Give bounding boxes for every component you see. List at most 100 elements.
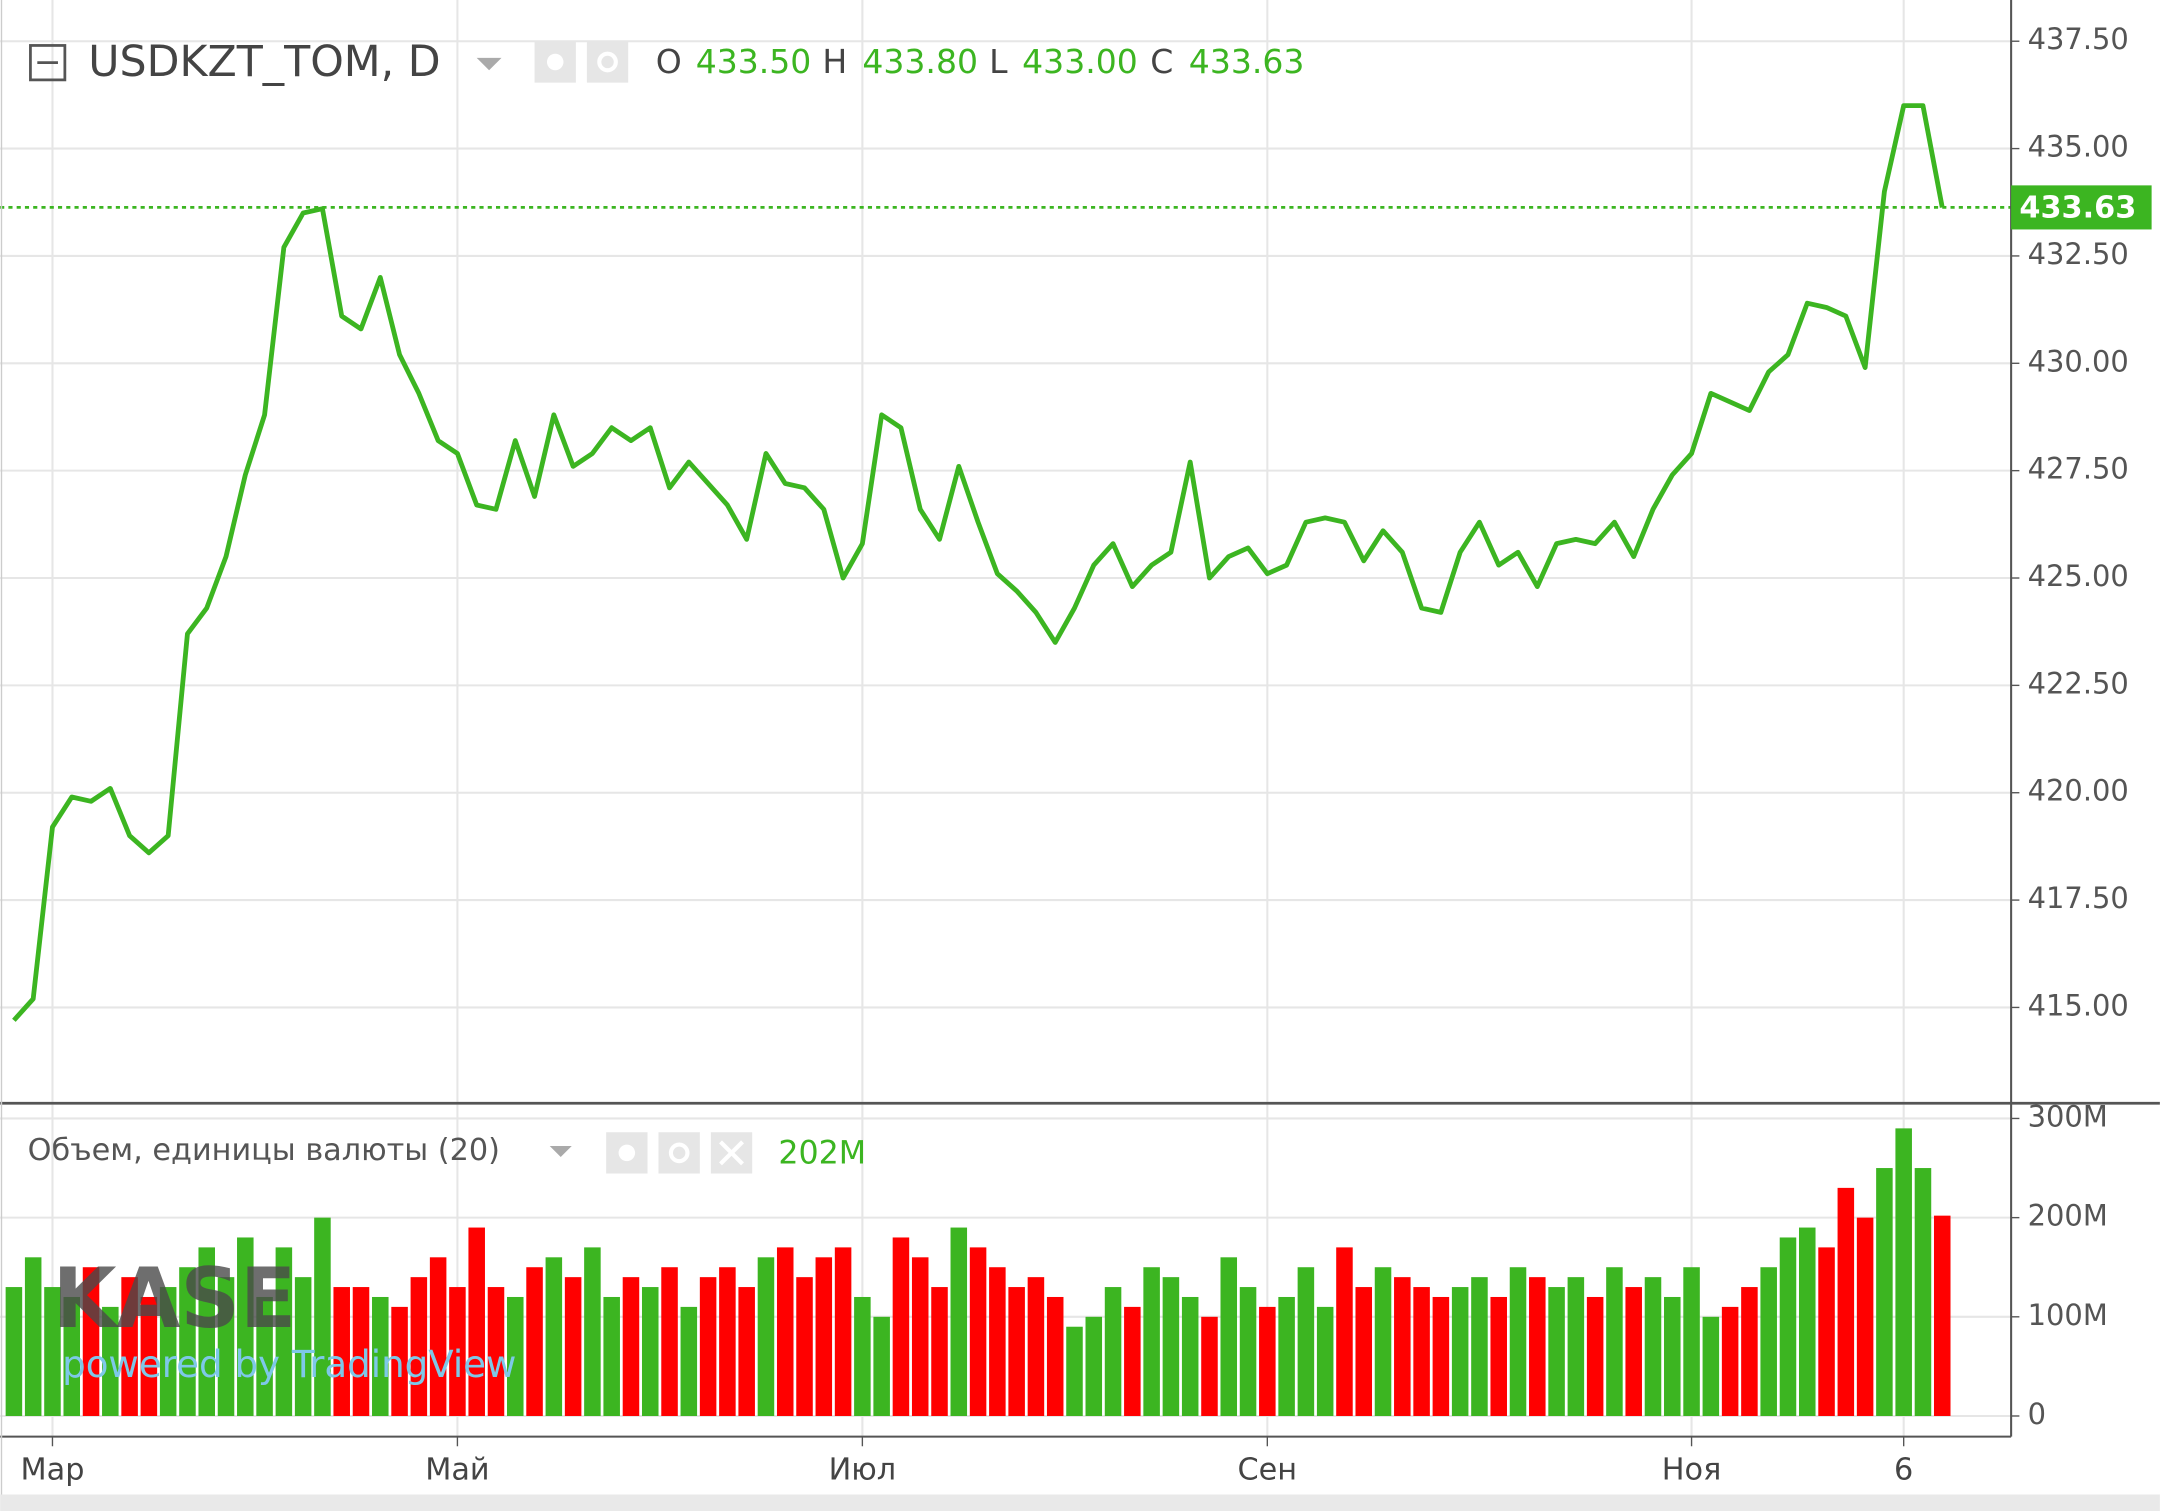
- y-tick-label: 300M: [2028, 1099, 2108, 1133]
- volume-bar: [1451, 1287, 1469, 1416]
- volume-bar: [776, 1247, 794, 1416]
- volume-bar: [1818, 1247, 1835, 1416]
- volume-bar: [82, 1267, 100, 1416]
- y-tick-label: 420.00: [2028, 774, 2129, 808]
- volume-bar: [507, 1296, 524, 1416]
- volume-bar: [1471, 1277, 1488, 1416]
- volume-bar: [1760, 1267, 1777, 1416]
- collapse-button[interactable]: [29, 44, 67, 82]
- bottom-strip: [0, 1494, 2160, 1511]
- watermark-credit: powered by TradingView: [62, 1342, 516, 1386]
- x-tick-label: Ноя: [1662, 1453, 1722, 1488]
- volume-bar: [1876, 1168, 1893, 1416]
- y-tick-label: 415.00: [2028, 988, 2129, 1022]
- x-tick-label: Май: [425, 1453, 489, 1488]
- settings-button[interactable]: [586, 41, 629, 83]
- volume-bar: [1914, 1168, 1932, 1416]
- volume-bar: [911, 1257, 929, 1416]
- ohlc-value: 433.50: [696, 42, 812, 81]
- volume-bar: [545, 1257, 563, 1416]
- volume-settings-button[interactable]: [658, 1132, 700, 1174]
- volume-bar: [873, 1316, 890, 1416]
- volume-bar: [1432, 1296, 1450, 1416]
- volume-bar: [1856, 1217, 1874, 1416]
- y-tick-label: 422.50: [2028, 666, 2129, 700]
- volume-bar: [1085, 1316, 1103, 1416]
- ohlc-key: H: [822, 42, 847, 81]
- volume-bar: [1798, 1227, 1816, 1416]
- volume-bar: [294, 1277, 312, 1416]
- volume-bar: [584, 1247, 601, 1416]
- marks: [0, 103, 2012, 1416]
- volume-bar: [198, 1247, 215, 1416]
- volume-bar: [1104, 1287, 1122, 1416]
- y-tick-label: 432.50: [2028, 237, 2129, 271]
- volume-bar: [1490, 1296, 1507, 1416]
- symbol-title[interactable]: USDKZT_TOM, D: [88, 37, 440, 87]
- volume-gear-icon: [668, 1142, 690, 1164]
- volume-bar: [372, 1296, 389, 1416]
- volume-bar: [1548, 1287, 1565, 1416]
- volume-bar: [429, 1257, 447, 1416]
- volume-bar: [564, 1277, 582, 1416]
- volume-bar: [1664, 1296, 1681, 1416]
- volume-bar: [1374, 1267, 1392, 1416]
- watermark-logo: KASE: [52, 1251, 296, 1347]
- y-tick-label: 200M: [2028, 1199, 2108, 1233]
- y-tick-label: 437.50: [2028, 22, 2129, 56]
- ohlc-value: 433.63: [1189, 42, 1305, 81]
- volume-bar: [1355, 1287, 1373, 1416]
- volume-bar: [44, 1287, 61, 1416]
- ohlc-key: L: [989, 42, 1008, 81]
- volume-bar: [102, 1306, 119, 1416]
- volume-bar: [5, 1287, 23, 1416]
- volume-bar: [1201, 1316, 1218, 1416]
- volume-bar: [699, 1277, 717, 1416]
- volume-bar: [1625, 1287, 1642, 1416]
- volume-bar: [1297, 1267, 1315, 1416]
- volume-bar: [1046, 1296, 1064, 1416]
- volume-bar: [140, 1296, 158, 1416]
- y-tick-label: 430.00: [2028, 344, 2129, 378]
- volume-bar: [854, 1296, 871, 1416]
- volume-bar: [1181, 1296, 1199, 1416]
- volume-bar: [738, 1287, 755, 1416]
- volume-bar: [391, 1306, 408, 1416]
- volume-bar: [1721, 1306, 1739, 1416]
- volume-bar: [1741, 1287, 1758, 1416]
- y-tick-label: 425.00: [2028, 559, 2129, 593]
- volume-bar: [1239, 1287, 1257, 1416]
- volume-bar: [1124, 1306, 1141, 1416]
- volume-bar: [1702, 1316, 1720, 1416]
- volume-bar: [603, 1296, 620, 1416]
- volume-bar: [449, 1287, 466, 1416]
- volume-bar: [1162, 1277, 1180, 1416]
- volume-dropdown[interactable]: [549, 1145, 572, 1158]
- volume-bar: [1394, 1277, 1411, 1416]
- price-line: [12, 103, 1945, 1022]
- volume-bar: [1413, 1287, 1430, 1416]
- volume-bar: [1586, 1296, 1604, 1416]
- volume-bar: [1066, 1326, 1083, 1416]
- volume-bar: [526, 1267, 543, 1416]
- dropdown-arrow[interactable]: [476, 57, 502, 71]
- volume-bar: [1509, 1267, 1527, 1416]
- volume-bar: [931, 1287, 948, 1416]
- volume-bar: [121, 1277, 138, 1416]
- y-tick-label: 0: [2028, 1397, 2046, 1431]
- volume-bar: [217, 1277, 235, 1416]
- volume-bar: [410, 1277, 428, 1416]
- x-tick-label: Сен: [1238, 1453, 1298, 1488]
- volume-bar: [641, 1287, 659, 1416]
- volume-bar: [256, 1296, 273, 1416]
- volume-bar: [834, 1247, 852, 1416]
- volume-bar: [1606, 1267, 1623, 1416]
- volume-bar: [1336, 1247, 1353, 1416]
- volume-bar: [24, 1257, 42, 1416]
- volume-bar: [314, 1217, 331, 1416]
- x-tick-label: Июл: [829, 1453, 897, 1488]
- volume-bar: [1529, 1277, 1546, 1416]
- volume-title: Объем, единицы валюты (20): [28, 1133, 500, 1168]
- volume-bar: [1837, 1187, 1855, 1416]
